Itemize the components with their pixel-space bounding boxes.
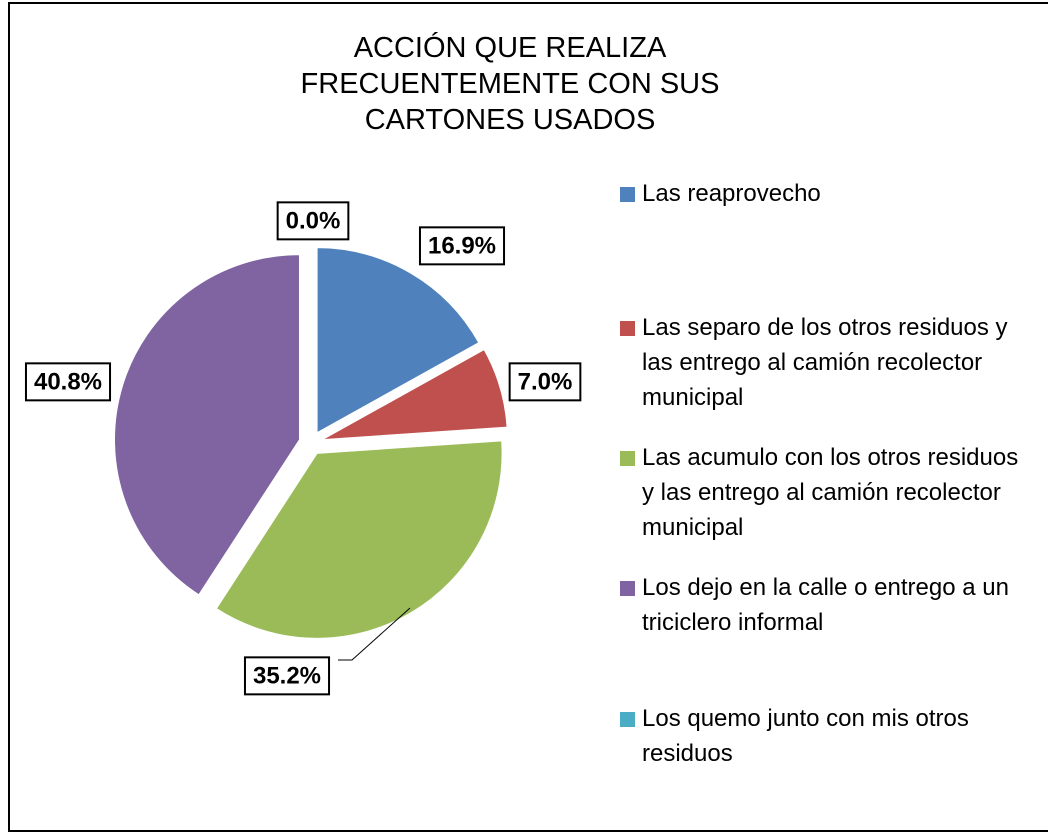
legend-item: Las separo de los otros residuos y las e…	[620, 310, 1030, 415]
data-label-group: 0.0%	[276, 201, 350, 241]
chart-title: ACCIÓN QUE REALIZA FRECUENTEMENTE CON SU…	[300, 32, 720, 136]
data-label-group: 16.9%	[418, 226, 506, 266]
data-label: 0.0%	[286, 207, 341, 234]
legend-item: Los dejo en la calle o entrego a un tric…	[620, 570, 1030, 640]
legend-item: Los quemo junto con mis otros residuos	[620, 701, 1030, 771]
legend-label: Los quemo junto con mis otros residuos	[642, 705, 969, 767]
data-label-box	[276, 201, 350, 241]
data-label-group: 7.0%	[508, 362, 582, 402]
legend-label: Las separo de los otros residuos y las e…	[642, 314, 1008, 411]
pie-slice	[215, 440, 503, 639]
pie-slice	[322, 348, 508, 441]
data-label: 40.8%	[34, 368, 102, 395]
data-label: 35.2%	[253, 662, 321, 689]
legend-swatch	[620, 187, 635, 202]
legend-swatch	[620, 581, 635, 596]
data-label-box	[508, 362, 582, 402]
legend-label: Los dejo en la calle o entrego a un tric…	[642, 574, 1009, 636]
data-label-box	[24, 362, 112, 402]
data-label-group: 40.8%	[24, 362, 112, 402]
pie-slice	[316, 247, 480, 434]
legend-swatch	[620, 451, 635, 466]
legend-item: Las reaprovecho	[620, 176, 1030, 211]
data-label: 7.0%	[518, 368, 573, 395]
data-label-box	[243, 656, 331, 696]
data-label-box	[418, 226, 506, 266]
data-label: 16.9%	[428, 232, 496, 259]
legend-label: Las acumulo con los otros residuos y las…	[642, 444, 1019, 541]
leader-line	[338, 607, 411, 661]
legend-swatch	[620, 321, 635, 336]
legend-label: Las reaprovecho	[642, 180, 821, 207]
legend-swatch	[620, 712, 635, 727]
legend-item: Las acumulo con los otros residuos y las…	[620, 440, 1030, 545]
data-label-group: 35.2%	[243, 656, 331, 696]
pie-slice	[114, 254, 300, 596]
